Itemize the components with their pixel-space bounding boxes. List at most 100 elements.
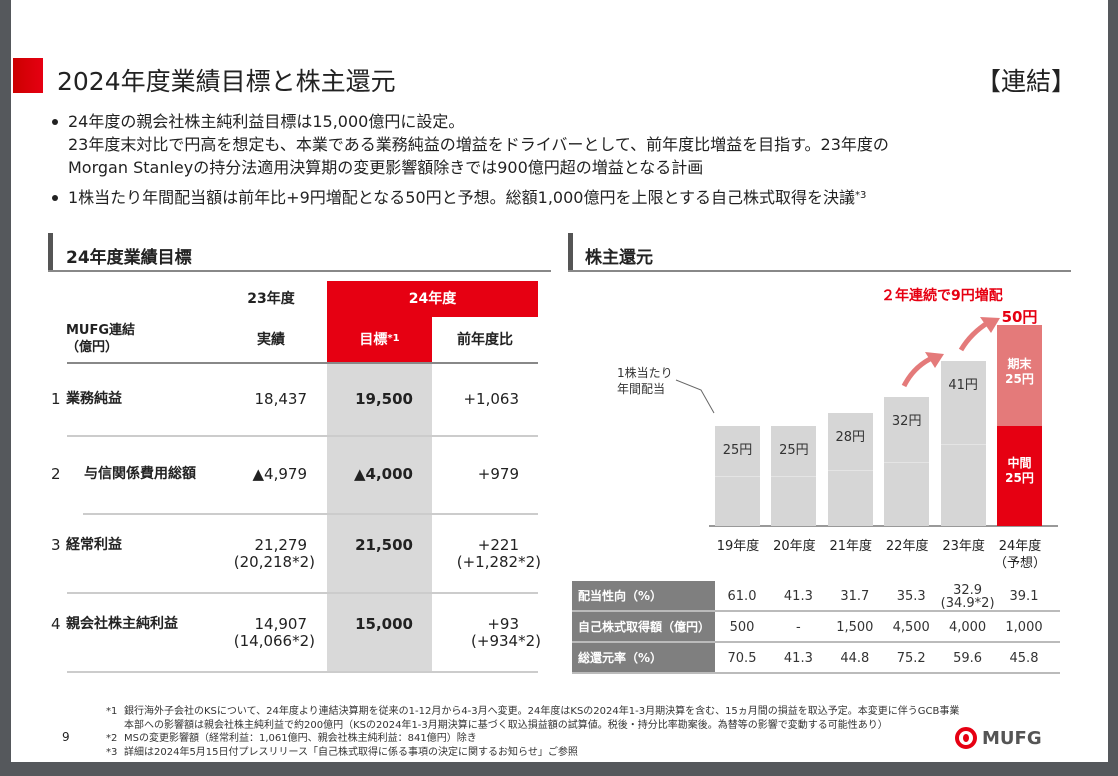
dividend-bar xyxy=(884,397,930,526)
table-value: 32.9 (34.9*2) xyxy=(940,584,996,610)
table-value: 59.6 xyxy=(953,651,983,666)
footnote-mark: *2 xyxy=(106,733,118,744)
row-label: 自己株式取得額（億円） xyxy=(572,612,715,641)
footnote-text: 本部への影響額は親会社株主純利益で約200億円（KSの2024年1-3月期決算に… xyxy=(124,719,888,731)
scope-label: 【連結】 xyxy=(975,67,1076,96)
table-value: 75.2 xyxy=(896,651,926,666)
row-divider xyxy=(67,435,538,437)
header-fy23: 23年度 xyxy=(247,291,295,307)
section-title-returns: 株主還元 xyxy=(585,248,653,268)
actual-sub-value: (14,066*2) xyxy=(233,631,315,650)
section-divider xyxy=(48,270,551,272)
final-text: 期末 xyxy=(1007,357,1032,371)
footnote-ref: *1 xyxy=(387,333,400,344)
row-label: 配当性向（%） xyxy=(572,581,715,610)
header-target-text: 目標 xyxy=(359,332,388,348)
footnote-mark: *3 xyxy=(106,746,118,758)
interim-label: 中間 25円 xyxy=(997,456,1042,486)
unit-line: （億円） xyxy=(66,340,119,355)
bar-value-label: 28円 xyxy=(835,430,866,446)
target-header-bg xyxy=(327,317,432,363)
table-value: 45.8 xyxy=(1009,651,1039,666)
bullet-line: 23年度末対比で円高を想定も、本業である業務純益の増益をドライバーとして、前年度… xyxy=(68,135,889,154)
header-actual: 実績 xyxy=(257,332,285,348)
actual-value: 21,279 xyxy=(254,535,308,554)
bar-value-label: 25円 xyxy=(722,442,753,458)
category-text: 19年度 xyxy=(716,539,760,554)
table-value: 4,500 xyxy=(892,620,930,635)
dividend-annotation: 1株当たり 年間配当 xyxy=(617,365,673,397)
x-axis-label: 20年度 xyxy=(766,538,822,555)
interim-value: 25円 xyxy=(1005,470,1034,485)
unit-label: MUFG連結 （億円） xyxy=(66,322,135,356)
row-divider xyxy=(83,513,538,515)
row-label: 業務純益 xyxy=(66,390,122,407)
target-value: 21,500 xyxy=(355,535,413,554)
table-value: 35.3 xyxy=(896,589,926,604)
final-dividend-bar xyxy=(997,325,1042,426)
x-axis-label: 19年度 xyxy=(710,538,766,555)
actual-sub-value: (20,218*2) xyxy=(233,552,315,571)
table-value: 41.3 xyxy=(783,589,813,604)
section-title-targets: 24年度業績目標 xyxy=(66,248,192,268)
x-axis-label: 21年度 xyxy=(823,538,879,555)
row-number: 4 xyxy=(51,614,61,633)
dividend-bar xyxy=(771,425,817,526)
page-title: 2024年度業績目標と株主還元 xyxy=(57,67,396,96)
row-number: 1 xyxy=(51,389,61,408)
category-text: 24年度 xyxy=(998,539,1042,554)
target-value: 19,500 xyxy=(355,389,413,408)
bullet-2: 1株当たり年間配当額は前年比+9円増配となる50円と予想。総額1,000億円を上… xyxy=(52,186,866,209)
growth-arrow-icon xyxy=(958,317,1000,352)
row-label: 総還元率（%） xyxy=(572,643,715,672)
bullet-line: 1株当たり年間配当額は前年比+9円増配となる50円と予想。総額1,000億円を上… xyxy=(68,186,866,209)
table-value: 500 xyxy=(729,620,755,635)
table-value: 1,000 xyxy=(1005,620,1043,635)
table-value: 1,500 xyxy=(836,620,874,635)
yoy-value: +979 xyxy=(477,465,519,483)
logo-mark-icon xyxy=(955,727,977,749)
row-number: 3 xyxy=(51,535,61,554)
interim-text: 中間 xyxy=(1007,455,1032,470)
row-label: 親会社株主純利益 xyxy=(66,615,178,632)
title-accent-bar xyxy=(13,58,43,93)
interim-dividend-bar xyxy=(997,425,1042,526)
total-dividend-label: 50円 xyxy=(1001,308,1038,326)
slide: 2024年度業績目標と株主還元 【連結】 24年度の親会社株主純利益目標は15,… xyxy=(11,0,1108,762)
footnote-text: 詳細は2024年5月15日付プレスリリース「自己株式取得に係る事項の決定に関する… xyxy=(124,746,578,758)
value-sub-text: (34.9*2) xyxy=(940,596,995,611)
return-table-row: 総還元率（%） 70.5 41.3 44.8 75.2 59.6 45.8 xyxy=(572,643,1060,674)
footnote-ref: *3 xyxy=(854,190,867,201)
yoy-value: +93 xyxy=(487,614,519,633)
footnote-text: 銀行海外子会社のKSについて、24年度より連結決算期を従来の1-12月から4-3… xyxy=(124,706,960,717)
target-column-bg xyxy=(327,363,432,672)
bullet-line: Morgan Stanleyの持分法適用決算期の変更影響額除きでは900億円超の… xyxy=(68,158,704,177)
dividend-bar xyxy=(827,413,873,526)
footnote-text: MSの変更影響額（経常利益：1,061億円、親会社株主純利益：841億円）除き xyxy=(124,733,477,744)
table-value: 70.5 xyxy=(727,651,757,666)
actual-value: ▲4,979 xyxy=(252,465,307,483)
header-divider xyxy=(67,362,538,364)
table-value: - xyxy=(796,620,801,635)
yoy-sub-value: (+934*2) xyxy=(471,631,541,650)
value-text: 32.9 xyxy=(953,583,983,598)
page-number: 9 xyxy=(62,730,70,744)
fy24-header-bg xyxy=(327,281,538,317)
actual-value: 14,907 xyxy=(254,614,308,633)
footnote-mark: *1 xyxy=(106,706,118,717)
final-label: 期末 25円 xyxy=(997,357,1042,387)
bullet-icon xyxy=(52,195,58,201)
row-label: 与信関係費用総額 xyxy=(84,466,196,482)
unit-line: MUFG連結 xyxy=(66,323,136,338)
return-table-row: 自己株式取得額（億円） 500 - 1,500 4,500 4,000 1,000 xyxy=(572,612,1060,643)
yoy-value: +1,063 xyxy=(463,389,519,408)
dividend-chart xyxy=(675,317,1058,527)
category-text: 20年度 xyxy=(773,539,816,554)
dividend-headline: ２年連続で9円増配 xyxy=(881,288,1003,304)
bar-value-label: 32円 xyxy=(891,414,922,430)
table-value: 44.8 xyxy=(840,651,870,666)
bar-value-label: 41円 xyxy=(948,378,978,394)
logo-text: MUFG xyxy=(982,727,1042,749)
category-text: 22年度 xyxy=(885,539,929,554)
row-divider xyxy=(67,592,538,594)
